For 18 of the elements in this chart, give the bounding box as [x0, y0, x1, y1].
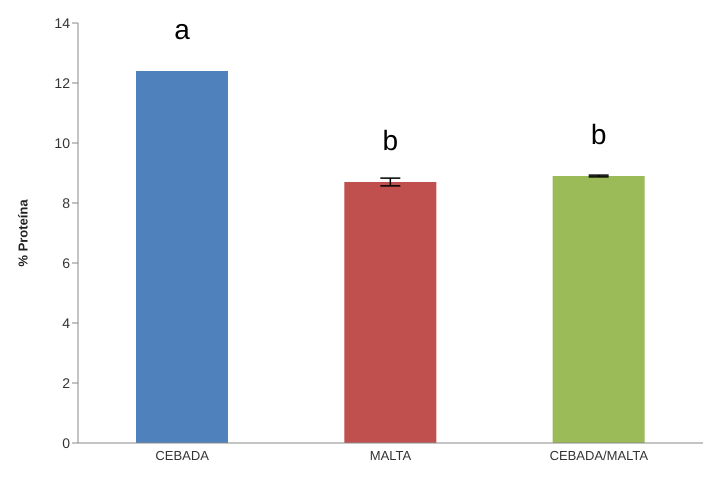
y-tick-label: 8 — [62, 194, 70, 211]
annotation: b — [382, 125, 398, 156]
bar — [552, 176, 645, 443]
y-axis-title: % Proteína — [16, 198, 31, 267]
bar — [344, 182, 436, 443]
y-tick-label: 0 — [62, 434, 70, 451]
x-tick-label: MALTA — [370, 448, 412, 464]
y-tick-label: 12 — [54, 74, 70, 91]
x-tick-label: CEBADA/MALTA — [550, 448, 648, 464]
y-tick-label: 6 — [62, 254, 70, 271]
annotation: b — [590, 119, 606, 150]
y-tick-label: 4 — [62, 314, 70, 331]
bar — [136, 71, 228, 443]
y-tick-label: 2 — [62, 374, 70, 391]
x-tick-label: CEBADA — [155, 448, 210, 464]
y-tick-label: 10 — [54, 134, 70, 151]
y-tick-label: 14 — [54, 14, 70, 31]
annotation: a — [174, 14, 190, 45]
